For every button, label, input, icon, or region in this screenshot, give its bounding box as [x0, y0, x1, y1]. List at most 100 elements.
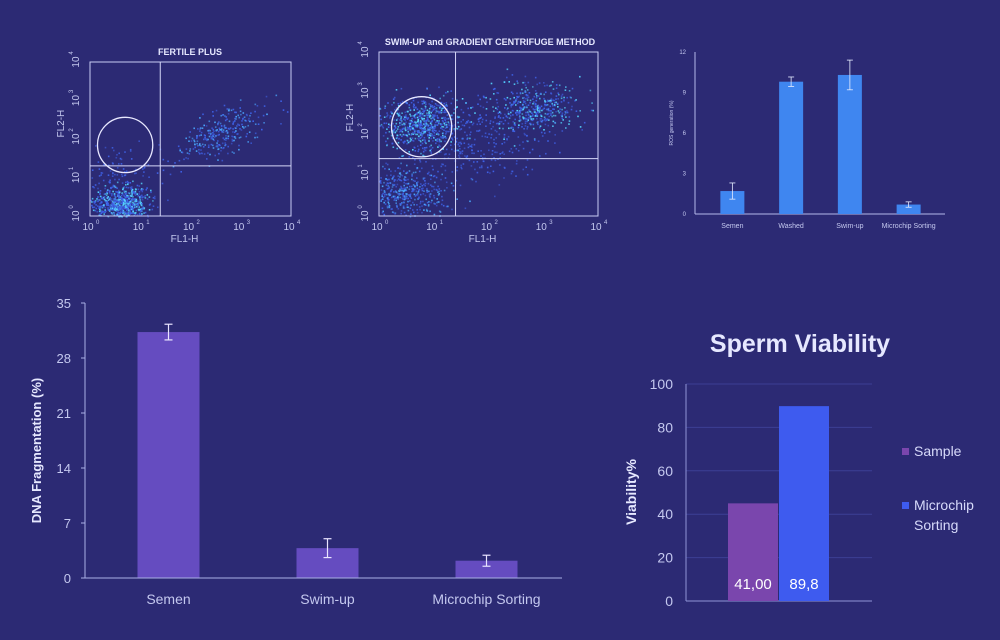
flow1-event-dot [220, 129, 223, 131]
flow1-event-dot [91, 204, 93, 207]
flow1-event-dot [98, 199, 101, 201]
flow1-event-dot [208, 129, 210, 132]
flow2-event-dot [554, 122, 557, 124]
flow2-event-dot [429, 196, 431, 198]
flow2-event-dot [437, 191, 439, 193]
flow1-event-dot [188, 136, 191, 138]
flow2-event-dot [402, 198, 404, 200]
flow2-event-dot [429, 105, 432, 108]
flow2-event-dot [403, 189, 406, 192]
flow1-event-dot [143, 212, 145, 214]
flow2-event-dot [543, 119, 546, 121]
flow1-event-dot [124, 196, 127, 198]
flow1-event-dot [138, 191, 141, 193]
svg-text:2: 2 [495, 220, 499, 226]
ros-y-tick-label: 6 [683, 131, 687, 137]
svg-text:7: 7 [64, 516, 71, 531]
flow2-event-dot [419, 193, 422, 196]
flow2-event-dot [397, 115, 400, 117]
flow2-event-dot [537, 107, 539, 109]
flow2-x-tick: 10 0 [371, 220, 389, 233]
flow2-event-dot [566, 110, 568, 112]
flow2-event-dot [424, 141, 426, 143]
flow2-event-dot [440, 140, 442, 143]
flow1-event-dot [100, 196, 103, 198]
flow2-event-dot [537, 111, 539, 113]
flow2-event-dot [470, 145, 472, 148]
flow2-event-dot [503, 177, 505, 179]
flow2-event-dot [443, 189, 446, 192]
flow1-event-dot [97, 191, 100, 193]
flow2-event-dot [494, 87, 496, 90]
flow1-event-dot [111, 204, 113, 207]
flow1-event-dot [126, 180, 129, 183]
flow1-event-dot [104, 206, 107, 209]
flow1-event-dot [229, 127, 232, 129]
flow2-event-dot [434, 124, 437, 126]
flow2-event-dot [558, 84, 561, 87]
flow1-event-dot [97, 198, 100, 201]
flow1-event-dot [246, 114, 248, 117]
flow2-event-dot [412, 140, 415, 142]
flow1-event-dot [149, 203, 152, 205]
flow1-event-dot [139, 198, 142, 201]
flow2-event-dot [413, 211, 415, 214]
flow2-event-dot [421, 205, 423, 207]
flow2-event-dot [426, 120, 428, 122]
flow2-event-dot [545, 152, 547, 155]
flow2-event-dot [540, 118, 543, 120]
flow2-event-dot [418, 117, 420, 120]
flow1-event-dot [118, 152, 120, 155]
flow1-event-dot [200, 152, 203, 154]
flow2-event-dot [557, 110, 560, 112]
flow2-event-dot [382, 210, 384, 213]
flow2-event-dot [469, 145, 471, 147]
flow2-event-dot [391, 178, 394, 180]
flow2-event-dot [415, 121, 417, 124]
flow2-event-dot [416, 184, 418, 187]
flow1-event-dot [152, 200, 154, 202]
flow2-event-dot [449, 128, 451, 130]
flow2-event-dot [399, 193, 402, 195]
flow2-event-dot [384, 193, 386, 195]
flow1-event-dot [127, 204, 129, 207]
flow1-event-dot [241, 123, 243, 126]
flow2-event-dot [402, 155, 405, 157]
flow2-event-dot [416, 116, 419, 119]
flow1-event-dot [198, 153, 201, 155]
flow1-event-dot [103, 193, 106, 196]
flow2-event-dot [399, 116, 402, 118]
flow2-event-dot [410, 122, 412, 124]
flow2-frame [378, 51, 599, 217]
flow2-event-dot [426, 109, 429, 112]
flow2-event-dot [494, 195, 496, 198]
flow2-event-dot [409, 215, 412, 218]
flow2-event-dot [437, 185, 439, 188]
flow2-event-dot [506, 96, 509, 99]
flow2-event-dot [534, 104, 537, 106]
flow2-event-dot [412, 133, 415, 135]
flow2-event-dot [405, 121, 407, 124]
flow2-event-dot [553, 102, 556, 104]
flow1-y-tick: 102 [69, 128, 82, 145]
flow2-event-dot [428, 113, 431, 116]
flow2-event-dot [503, 141, 506, 144]
flow2-event-dot [430, 121, 432, 123]
flow1-event-dot [120, 202, 122, 205]
flow1-event-dot [201, 127, 204, 129]
flow2-event-dot [551, 115, 553, 118]
flow1-event-dot [121, 215, 123, 218]
flow1-event-dot [115, 210, 118, 212]
flow1-event-dot [146, 194, 149, 196]
flow1-event-dot [93, 201, 95, 203]
flow2-event-dot [444, 140, 446, 143]
flow2-event-dot [416, 112, 419, 114]
flow1-event-dot [196, 136, 198, 138]
flow1-event-dot [93, 202, 96, 205]
flow1-event-dot [121, 196, 123, 199]
flow2-event-dot [406, 135, 409, 138]
flow2-event-dot [387, 205, 390, 208]
flow2-event-dot [495, 143, 497, 145]
ros-error-bar [729, 182, 736, 200]
flow2-event-dot [432, 130, 434, 133]
